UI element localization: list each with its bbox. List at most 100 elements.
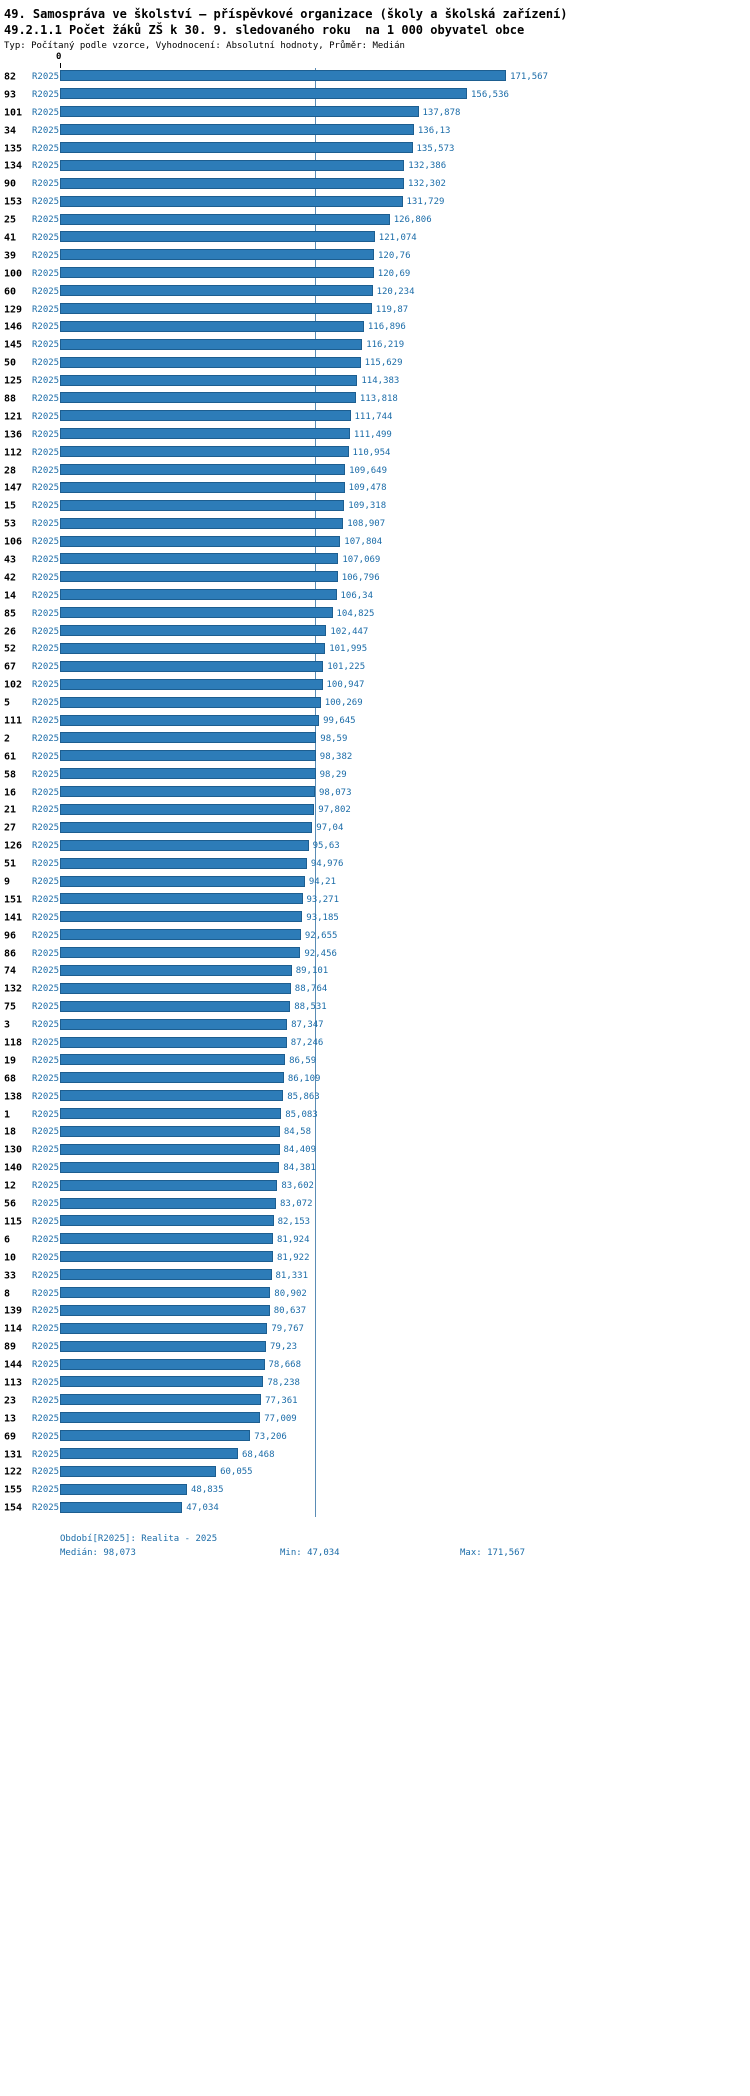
chart-row: 14 R2025 106,34: [0, 587, 750, 605]
row-value-label: 85,083: [285, 1109, 318, 1120]
chart-row: 43 R2025 107,069: [0, 551, 750, 569]
row-value-label: 108,907: [347, 519, 386, 530]
chart-row: 82 R2025 171,567: [0, 68, 750, 86]
row-series-label: R2025: [32, 1413, 60, 1424]
row-series-label: R2025: [32, 232, 60, 243]
row-series-label: R2025: [32, 1109, 60, 1120]
chart-row: 51 R2025 94,976: [0, 855, 750, 873]
row-series-label: R2025: [32, 662, 60, 673]
row-value-label: 93,185: [306, 912, 339, 923]
chart-row: 10 R2025 81,922: [0, 1249, 750, 1267]
row-id-label: 1: [4, 1109, 11, 1121]
row-bar: [60, 1108, 282, 1120]
row-bar: [60, 464, 346, 476]
row-id-label: 153: [4, 196, 23, 208]
row-id-label: 114: [4, 1323, 23, 1335]
row-bar: [60, 1054, 286, 1066]
row-series-label: R2025: [32, 966, 60, 977]
period-label: Období[R2025]: Realita - 2025: [60, 1534, 218, 1545]
row-id-label: 5: [4, 697, 11, 709]
row-series-label: R2025: [32, 1288, 60, 1299]
row-series-label: R2025: [32, 107, 60, 118]
row-bar: [60, 1090, 284, 1102]
row-value-label: 88,764: [294, 984, 328, 995]
chart-row: 6 R2025 81,924: [0, 1231, 750, 1249]
chart-row: 33 R2025 81,331: [0, 1267, 750, 1285]
row-bar: [60, 338, 363, 350]
row-value-label: 98,29: [319, 769, 347, 780]
chart-row: 146 R2025 116,896: [0, 318, 750, 336]
chart-row: 121 R2025 111,744: [0, 408, 750, 426]
row-id-label: 113: [4, 1377, 23, 1389]
row-bar: [60, 1376, 264, 1388]
min-stat: Min: 47,034: [280, 1548, 340, 1559]
row-value-label: 115,629: [364, 358, 403, 369]
chart-row: 26 R2025 102,447: [0, 623, 750, 641]
row-value-label: 84,381: [283, 1163, 316, 1174]
indicator-meta: Typ: Počítaný podle vzorce, Vyhodnocení:…: [4, 41, 405, 51]
row-bar: [60, 1018, 288, 1030]
row-value-label: 100,947: [326, 680, 365, 691]
chart-row: 136 R2025 111,499: [0, 426, 750, 444]
row-series-label: R2025: [32, 393, 60, 404]
value-axis: 0: [0, 52, 750, 68]
row-id-label: 122: [4, 1466, 23, 1478]
row-id-label: 23: [4, 1395, 17, 1407]
row-series-label: R2025: [32, 1073, 60, 1084]
chart-row: 138 R2025 85,863: [0, 1088, 750, 1106]
row-id-label: 134: [4, 160, 23, 172]
footer-stats: Medián: 98,073 Min: 47,034 Max: 171,567: [0, 1548, 750, 1562]
chart-row: 101 R2025 137,878: [0, 104, 750, 122]
row-bar: [60, 714, 320, 726]
row-id-label: 68: [4, 1073, 17, 1085]
row-bar: [60, 428, 350, 440]
row-id-label: 135: [4, 143, 23, 154]
row-value-label: 78,238: [267, 1377, 300, 1388]
row-bar: [60, 374, 358, 386]
chart-row: 9 R2025 94,21: [0, 873, 750, 891]
row-bar: [60, 535, 341, 547]
row-value-label: 79,767: [271, 1324, 304, 1335]
row-series-label: R2025: [32, 894, 60, 905]
row-id-label: 56: [4, 1198, 17, 1210]
row-bar: [60, 177, 404, 189]
row-series-label: R2025: [32, 537, 60, 548]
row-bar: [60, 195, 403, 207]
row-bar: [60, 320, 364, 332]
row-bar: [60, 446, 349, 458]
row-id-label: 146: [4, 321, 23, 333]
row-series-label: R2025: [32, 322, 60, 333]
row-id-label: 86: [4, 948, 17, 960]
row-id-label: 155: [4, 1484, 23, 1496]
row-value-label: 78,668: [268, 1360, 302, 1371]
row-value-label: 81,922: [277, 1252, 310, 1263]
row-bar: [60, 1430, 251, 1442]
row-value-label: 102,447: [330, 626, 369, 637]
chart-row: 141 R2025 93,185: [0, 909, 750, 927]
row-series-label: R2025: [32, 716, 60, 726]
row-id-label: 16: [4, 787, 17, 799]
row-id-label: 52: [4, 643, 17, 655]
chart-row: 74 R2025 89,101: [0, 963, 750, 981]
row-bar: [60, 803, 315, 815]
row-id-label: 100: [4, 268, 23, 280]
row-series-label: R2025: [32, 1055, 60, 1066]
row-bar: [60, 750, 316, 762]
chart-row: 28 R2025 109,649: [0, 462, 750, 480]
chart-row: 118 R2025 87,246: [0, 1034, 750, 1052]
row-bar: [60, 1036, 287, 1048]
row-id-label: 85: [4, 608, 17, 620]
row-value-label: 126,806: [393, 215, 432, 226]
row-value-label: 98,382: [319, 751, 353, 762]
row-value-label: 109,478: [348, 483, 387, 494]
chart-row: 129 R2025 119,87: [0, 301, 750, 319]
row-bar: [60, 1197, 276, 1209]
row-value-label: 83,602: [281, 1181, 314, 1192]
row-bar: [60, 481, 345, 493]
row-bar: [60, 159, 405, 171]
row-series-label: R2025: [32, 948, 60, 959]
chart-row: 125 R2025 114,383: [0, 372, 750, 390]
row-bar: [60, 1412, 261, 1424]
row-value-label: 97,04: [316, 823, 344, 834]
row-series-label: R2025: [32, 483, 60, 494]
